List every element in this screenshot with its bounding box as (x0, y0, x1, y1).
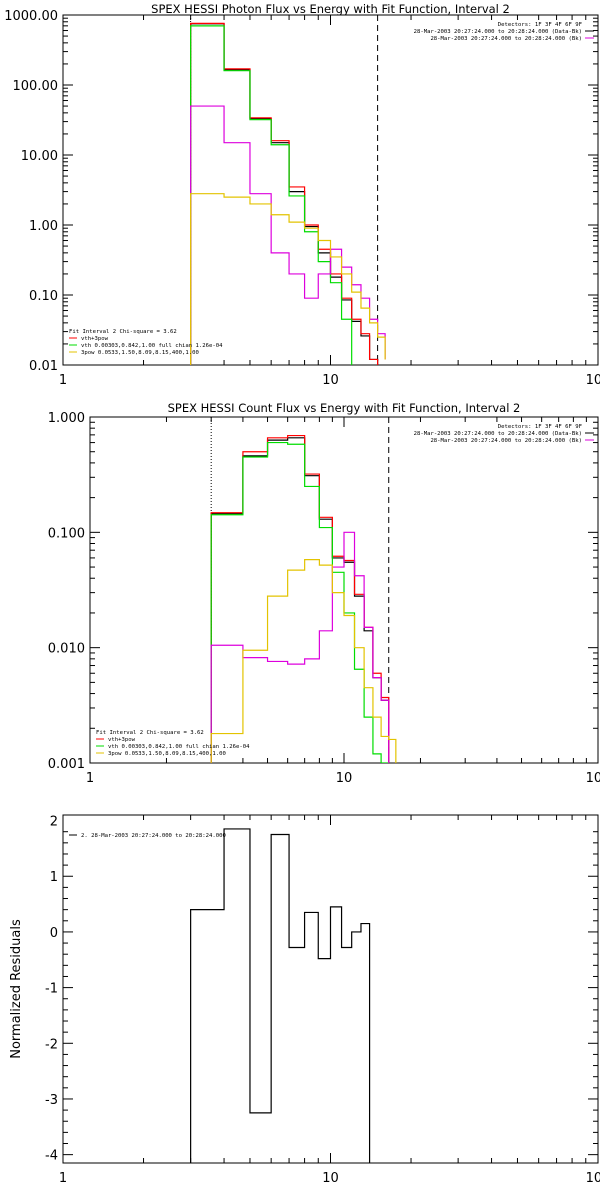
y-tick-label: 10.00 (21, 149, 58, 164)
y-tick-label: -4 (45, 1149, 58, 1164)
y-tick-label: -2 (45, 1037, 58, 1052)
y-tick-label: 1.000 (48, 411, 85, 426)
series-yellow-line (190, 193, 386, 365)
x-tick-label: 1 (59, 1171, 67, 1186)
y-tick-label: 0.001 (48, 757, 85, 772)
series-black-line (190, 828, 371, 1163)
legend-entry: vth+3pow (108, 737, 136, 743)
chart-title: SPEX HESSI Photon Flux vs Energy with Fi… (151, 2, 510, 16)
legend-entry: 2. 28-Mar-2003 20:27:24.000 to 20:28:24.… (81, 833, 226, 839)
series-green-line (190, 25, 353, 365)
axes-frame (62, 814, 599, 1164)
y-tick-label: 100.00 (13, 79, 59, 94)
y-tick-label: 0 (50, 926, 58, 941)
series-group (210, 434, 397, 763)
info-line: Detectors: 1F 3F 4F 6F 9F (498, 424, 583, 430)
chart-title: SPEX HESSI Count Flux vs Energy with Fit… (168, 401, 521, 415)
series-group (190, 828, 371, 1163)
info-line: 28-Mar-2003 20:27:24.000 to 20:28:24.000… (414, 29, 582, 35)
info-line: 28-Mar-2003 20:27:24.000 to 20:28:24.000… (430, 36, 582, 42)
y-tick-label: 2 (50, 815, 58, 830)
panel-2: SPEX HESSI Count Flux vs Energy with Fit… (48, 401, 600, 786)
legend-entry: vth+3pow (81, 336, 109, 342)
info-line: 28-Mar-2003 20:27:24.000 to 20:28:24.000… (430, 438, 582, 444)
series-magenta-line (210, 531, 390, 763)
legend-entry: 3pow 0.0533,1.50,8.09,8.15,400,1.00 (108, 751, 226, 757)
y-tick-label: 0.10 (29, 289, 58, 304)
y-tick-label: 1.00 (29, 219, 58, 234)
y-tick-label: 0.100 (48, 526, 85, 541)
x-tick-label: 100 (586, 373, 600, 388)
series-green-line (210, 441, 390, 763)
y-tick-label: 1000.00 (4, 9, 58, 24)
legend-entry: vth 0.00303,0.842,1.00 full chian 1.26e-… (108, 744, 250, 750)
x-tick-label: 100 (586, 1171, 600, 1186)
legend-entry: Fit Interval 2 Chi-square = 3.62 (96, 730, 204, 736)
info-line: Detectors: 1F 3F 4F 6F 9F (498, 22, 583, 28)
x-tick-label: 10 (322, 1171, 339, 1186)
y-tick-label: -3 (45, 1093, 58, 1108)
x-tick-label: 10 (336, 771, 353, 786)
axes-frame (62, 14, 599, 366)
series-group (190, 22, 386, 365)
x-tick-label: 100 (586, 771, 600, 786)
y-tick-label: -1 (45, 982, 58, 997)
y-tick-label: 1 (50, 870, 58, 885)
x-tick-label: 1 (86, 771, 94, 786)
panel-1: SPEX HESSI Photon Flux vs Energy with Fi… (4, 2, 600, 388)
y-tick-label: 0.01 (29, 359, 58, 374)
y-axis-label: Normalized Residuals (9, 919, 24, 1059)
legend-entry: Fit Interval 2 Chi-square = 3.62 (69, 329, 177, 335)
info-line: 28-Mar-2003 20:27:24.000 to 20:28:24.000… (414, 431, 582, 437)
x-tick-label: 1 (59, 373, 67, 388)
legend-entry: 3pow 0.0533,1.50,8.09,8.15,400,1.00 (81, 350, 199, 356)
series-yellow-line (210, 559, 397, 763)
y-tick-label: 0.010 (48, 642, 85, 657)
x-tick-label: 10 (322, 373, 339, 388)
panel-3: Normalized Residuals 1 10 100 -4 -3 -2 -1 0 1 2 2. … (9, 814, 600, 1186)
series-red-line (190, 22, 379, 365)
legend-entry: vth 0.00303,0.842,1.00 full chian 1.26e-… (81, 343, 223, 349)
series-black-line (190, 23, 379, 365)
